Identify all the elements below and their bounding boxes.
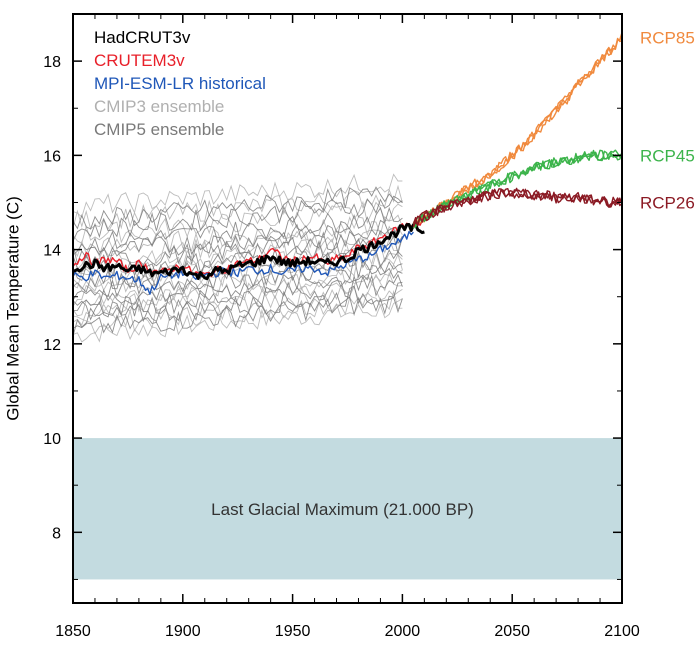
plot-frame [72, 13, 623, 604]
y-tick-label: 14 [43, 243, 61, 260]
ensemble-line [72, 252, 403, 293]
x-tick-label: 1950 [275, 623, 311, 640]
ensemble-line [72, 281, 403, 329]
legend: HadCRUT3v CRUTEM3v MPI-ESM-LR historical… [94, 28, 266, 139]
series-line-rcp26 [412, 188, 623, 227]
y-tick-label: 12 [43, 337, 61, 354]
ensemble-line [72, 206, 403, 256]
lgm-label: Last Glacial Maximum (21.000 BP) [211, 500, 474, 519]
ensemble-line [72, 264, 403, 312]
legend-crutem3v: CRUTEM3v [94, 51, 185, 70]
legend-cmip3-ensemble: CMIP3 ensemble [94, 97, 224, 116]
series-line-rcp26 [412, 187, 623, 228]
data-series [72, 32, 623, 295]
legend-hadcrut3v: HadCRUT3v [94, 28, 191, 47]
x-tick-label: 1850 [55, 623, 91, 640]
series-line-hadcrut3v [72, 223, 425, 281]
ensemble-line [72, 195, 403, 242]
x-tick-label: 2050 [494, 623, 530, 640]
x-tick-label: 2000 [385, 623, 421, 640]
ensemble-line [72, 173, 403, 218]
x-tick-label: 2100 [604, 623, 640, 640]
axis-ticks: 1850 1900 1950 2000 2050 2100 8 10 12 14 16 18 [43, 13, 640, 640]
legend-cmip5-ensemble: CMIP5 ensemble [94, 120, 224, 139]
ensemble-line [72, 235, 403, 282]
ensemble-line [72, 219, 403, 266]
x-tick-label: 1900 [165, 623, 201, 640]
ensemble-line [72, 184, 403, 230]
ensemble-line [72, 186, 403, 230]
ensemble-line [72, 273, 403, 321]
y-tick-label: 10 [43, 431, 61, 448]
legend-mpi-esm-lr-historical: MPI-ESM-LR historical [94, 74, 266, 93]
series-line-rcp85 [413, 37, 623, 224]
ensemble-line [72, 263, 403, 307]
series-line-rcp45 [412, 149, 623, 228]
y-tick-label: 18 [43, 54, 61, 71]
ensemble-line [72, 227, 403, 273]
ensemble-line [72, 225, 403, 271]
y-tick-label: 16 [43, 148, 61, 165]
series-line-mpi-esm-lr-historical [72, 230, 414, 295]
ensemble-line [72, 298, 403, 343]
lgm-shaded-region [73, 438, 622, 580]
scenario-label-rcp45: RCP45 [640, 146, 695, 165]
ensemble-line [72, 257, 403, 301]
scenario-label-rcp85: RCP85 [640, 29, 695, 48]
scenario-labels: RCP85 RCP45 RCP26 [640, 29, 695, 213]
y-tick-label: 8 [52, 525, 61, 542]
scenario-label-rcp26: RCP26 [640, 193, 695, 212]
ensemble-line [72, 271, 403, 317]
y-axis-label: Global Mean Temperature (C) [3, 196, 22, 421]
